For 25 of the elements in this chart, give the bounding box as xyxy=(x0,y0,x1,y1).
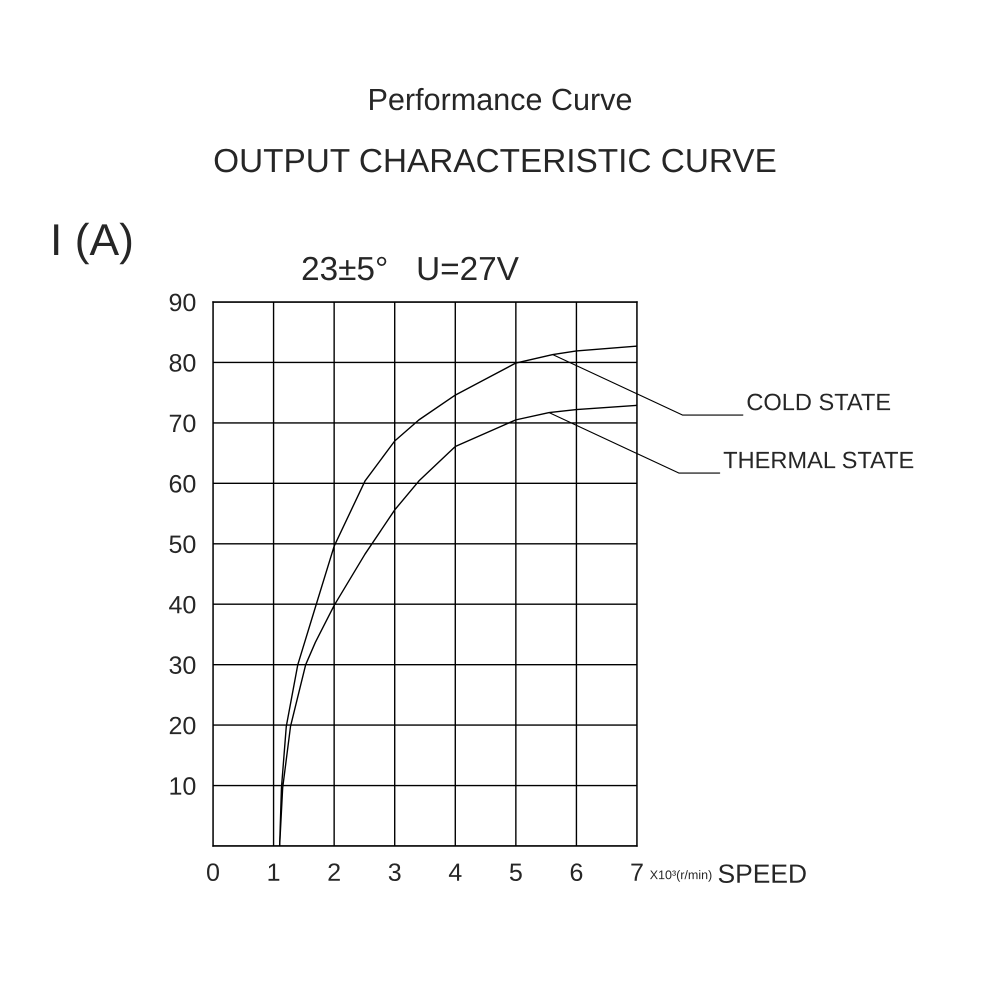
chart-subtitle: OUTPUT CHARACTERISTIC CURVE xyxy=(214,148,776,172)
x-tick-label: 1 xyxy=(268,864,280,881)
y-tick-label: 50 xyxy=(170,535,196,554)
y-tick-label: 40 xyxy=(169,596,196,614)
x-axis-title: SPEED xyxy=(718,864,806,884)
y-tick-label: 30 xyxy=(169,656,196,674)
text: 23±5° U=27V xyxy=(302,256,519,280)
y-tick-label: 80 xyxy=(170,354,196,372)
x-tick-label: 2 xyxy=(328,863,340,881)
x-tick-label: 6 xyxy=(570,863,582,882)
text: THERMAL STATE xyxy=(724,452,914,468)
y-tick-label: 60 xyxy=(170,474,196,493)
y-tick-label: 70 xyxy=(170,414,196,432)
chart-title: Performance Curve xyxy=(370,88,632,110)
text: COLD STATE xyxy=(748,394,890,410)
x-tick-label: 7 xyxy=(631,864,643,881)
y-axis-title: I (A) xyxy=(54,222,132,264)
y-tick-label: 20 xyxy=(170,716,196,734)
x-tick-label: 0 xyxy=(207,863,219,882)
x-tick-label: 4 xyxy=(448,864,462,881)
x-tick-label: 3 xyxy=(388,863,401,882)
x-tick-label: 5 xyxy=(510,864,522,882)
y-tick-label: 90 xyxy=(170,294,196,312)
y-tick-label: 10 xyxy=(170,777,196,795)
text: X10³(r/min) xyxy=(650,870,712,882)
